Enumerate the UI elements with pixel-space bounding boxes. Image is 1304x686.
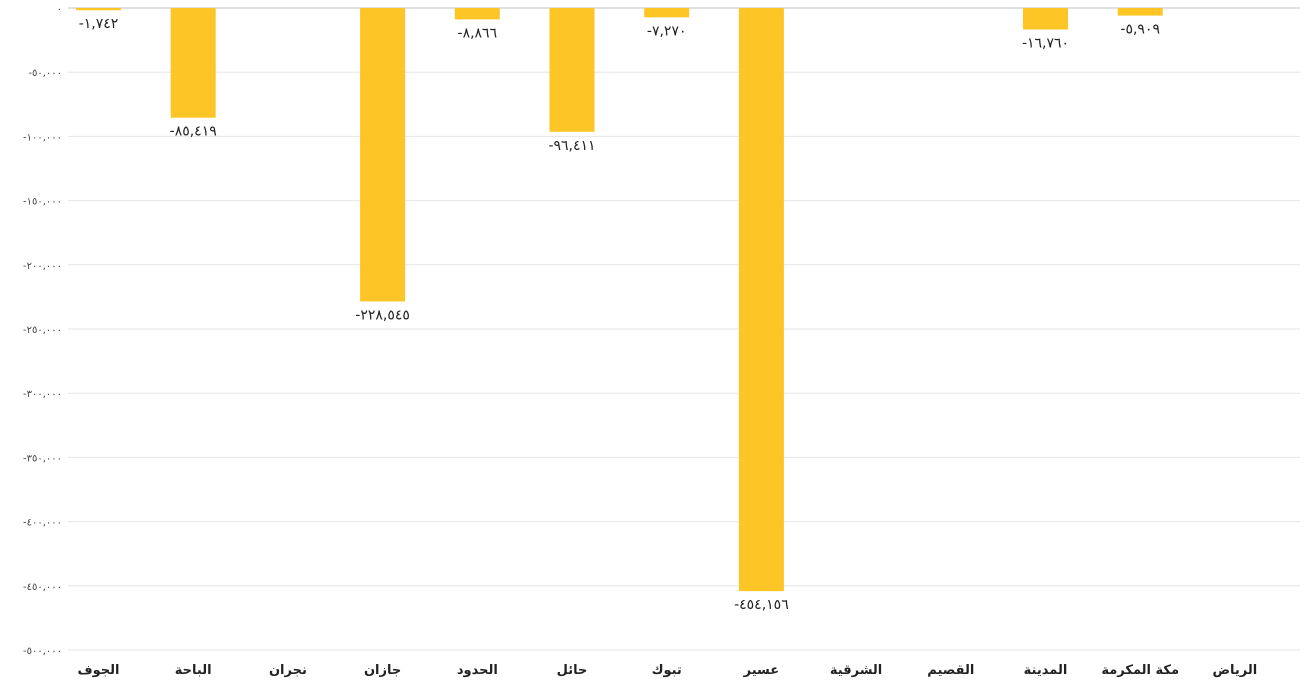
y-tick-label: -١٥٠,٠٠٠ — [23, 197, 62, 208]
y-tick-label: -٣٠٠,٠٠٠ — [23, 389, 62, 400]
y-tick-label: -٤٠٠,٠٠٠ — [23, 518, 62, 529]
data-label: -٨,٨٦٦ — [458, 25, 498, 41]
x-category-label: الرياض — [1213, 663, 1258, 678]
x-category-label: نجران — [269, 663, 307, 678]
data-label: -٥,٩٠٩ — [1120, 22, 1160, 38]
bar — [454, 8, 500, 20]
y-tick-label: -١٠٠,٠٠٠ — [23, 132, 62, 143]
data-label: -٨٥,٤١٩ — [170, 124, 217, 140]
bar — [360, 8, 406, 302]
x-category-label: حائل — [557, 663, 588, 678]
bar — [644, 8, 690, 18]
y-tick-label: -٤٥٠,٠٠٠ — [23, 582, 62, 593]
y-tick-label: ٠ — [57, 4, 62, 15]
x-category-label: تبوك — [652, 663, 682, 678]
data-label: -٧,٢٧٠ — [647, 23, 687, 39]
x-category-label: مكة المكرمة — [1101, 663, 1179, 678]
bar — [170, 8, 216, 118]
data-label: -٩٦,٤١١ — [548, 138, 595, 154]
x-category-label: الباحة — [175, 663, 212, 678]
bar — [76, 8, 121, 11]
data-label: -٢٢٨,٥٤٥ — [355, 307, 410, 323]
y-tick-label: -٥٠٠,٠٠٠ — [23, 646, 62, 657]
data-label: -١٦,٧٦٠ — [1022, 36, 1069, 52]
x-category-label: المدينة — [1024, 663, 1068, 678]
x-category-label: عسير — [743, 663, 780, 678]
bar — [738, 8, 784, 592]
bar — [1023, 8, 1068, 30]
bar — [1117, 8, 1163, 16]
x-category-label: جازان — [364, 663, 401, 678]
x-category-label: الجوف — [78, 663, 120, 678]
y-tick-label: -٥٠,٠٠٠ — [28, 68, 62, 79]
data-label: -١,٧٤٢ — [79, 16, 119, 32]
bar — [549, 8, 595, 132]
x-category-label: القصيم — [927, 663, 974, 678]
x-category-label: الشرقية — [830, 663, 882, 678]
y-tick-label: -٣٥٠,٠٠٠ — [23, 453, 62, 464]
y-tick-label: -٢٠٠,٠٠٠ — [23, 261, 62, 272]
x-category-label: الحدود — [457, 663, 498, 678]
y-tick-label: -٢٥٠,٠٠٠ — [23, 325, 62, 336]
data-label: -٤٥٤,١٥٦ — [734, 597, 789, 613]
